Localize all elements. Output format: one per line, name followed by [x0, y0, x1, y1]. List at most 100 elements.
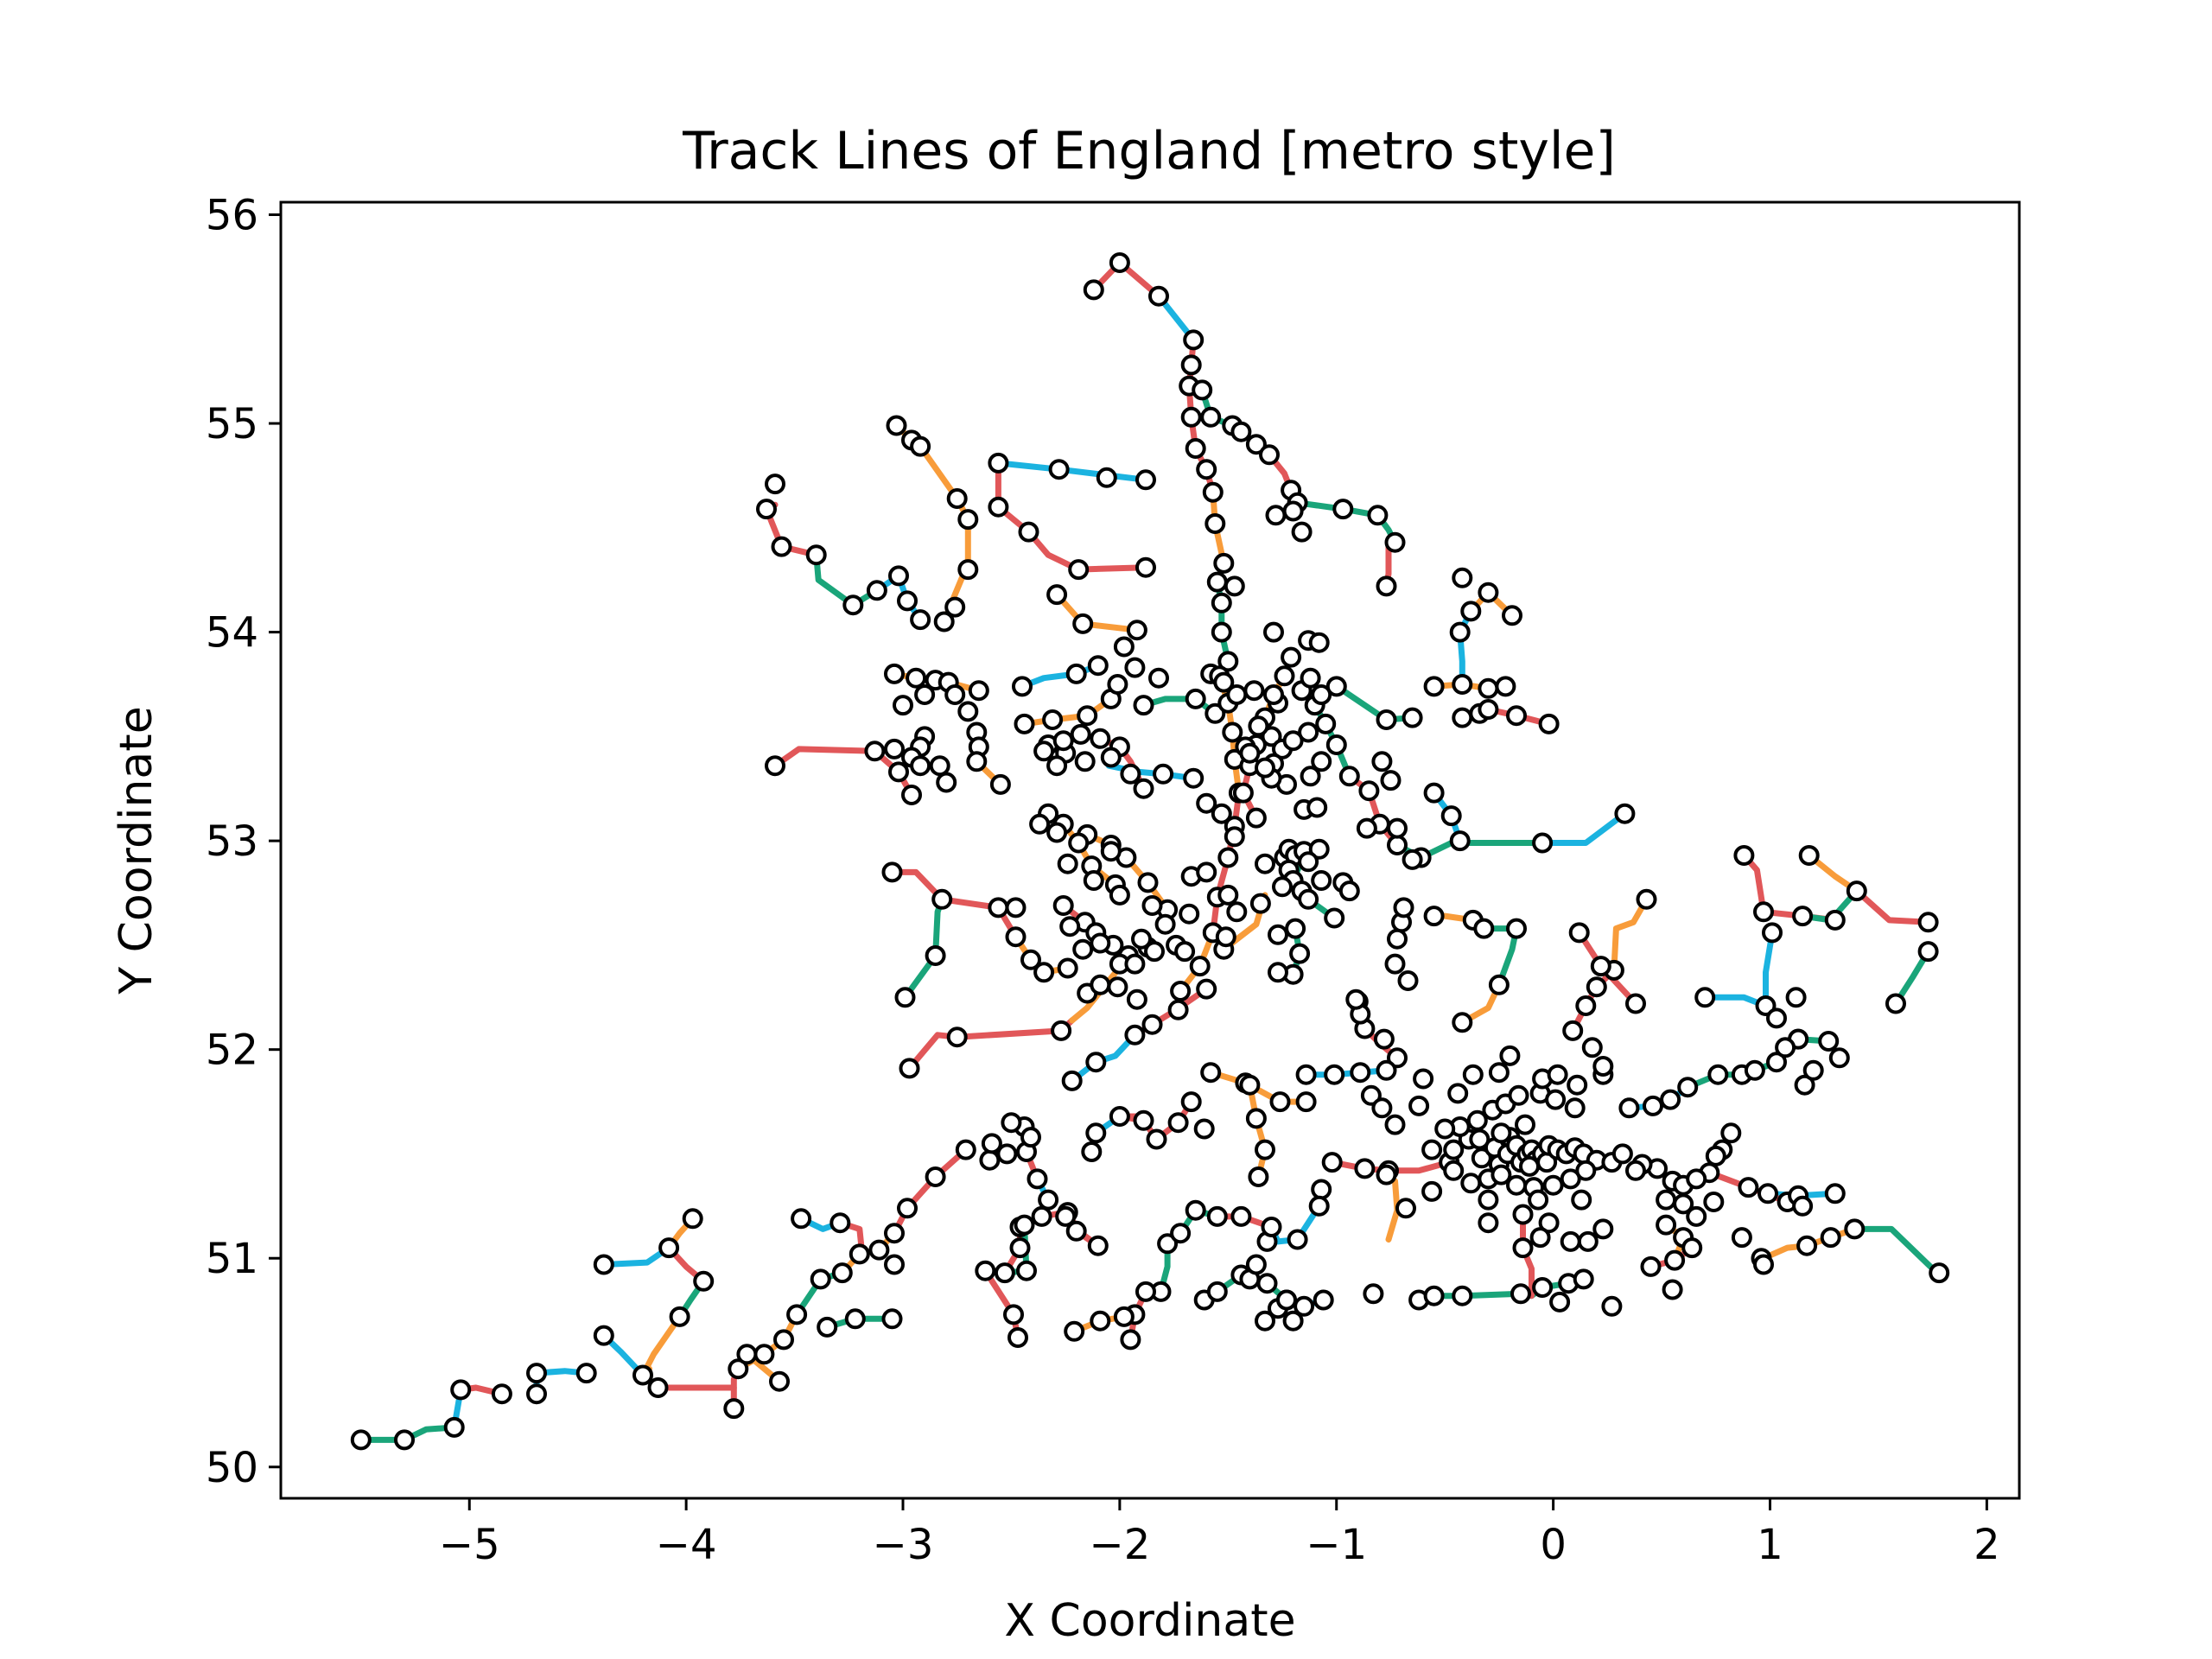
- station-marker: [1124, 657, 1146, 678]
- x-tick-label: 1: [1757, 1521, 1783, 1569]
- station-marker: [1720, 1122, 1742, 1144]
- station-marker: [1248, 1166, 1269, 1187]
- station-marker: [1384, 1114, 1406, 1135]
- station-marker: [1324, 1064, 1345, 1085]
- station-marker: [1332, 499, 1354, 520]
- x-tick-label: 0: [1540, 1521, 1567, 1569]
- station-marker: [1395, 1198, 1416, 1219]
- station-marker: [1567, 1074, 1588, 1096]
- station-marker: [1183, 767, 1205, 789]
- station-marker: [1189, 956, 1211, 977]
- station-marker: [1338, 880, 1360, 902]
- station-marker: [1592, 1056, 1614, 1077]
- station-marker: [1707, 1064, 1729, 1085]
- station-marker: [756, 499, 777, 520]
- station-marker: [1100, 747, 1122, 768]
- station-marker: [1226, 684, 1248, 705]
- station-marker: [884, 738, 905, 760]
- station-marker: [1338, 766, 1360, 787]
- station-marker: [1495, 676, 1516, 697]
- station-marker: [1206, 1281, 1228, 1302]
- station-marker: [1217, 847, 1239, 868]
- station-marker: [1224, 575, 1245, 597]
- station-marker: [1387, 835, 1408, 855]
- station-marker: [1387, 817, 1408, 839]
- station-marker: [1205, 702, 1226, 724]
- station-marker: [893, 695, 913, 716]
- station-marker: [1636, 888, 1657, 910]
- station-marker: [1744, 1059, 1765, 1081]
- station-marker: [1018, 521, 1039, 543]
- station-marker: [1295, 1064, 1317, 1085]
- station-marker: [881, 1308, 903, 1330]
- station-marker: [1885, 993, 1906, 1014]
- station-marker: [1243, 680, 1265, 702]
- y-tick-label: 53: [206, 817, 258, 866]
- track-line-segment: [1457, 607, 1474, 688]
- station-marker: [1042, 709, 1064, 730]
- station-marker: [1196, 459, 1217, 480]
- station-marker: [1590, 956, 1611, 977]
- track-line-segment: [1480, 925, 1520, 988]
- station-marker: [1758, 1183, 1778, 1205]
- station-marker: [1828, 1047, 1850, 1069]
- station-marker: [901, 785, 922, 805]
- station-marker: [1057, 957, 1078, 979]
- station-marker: [886, 415, 907, 436]
- station-marker: [1519, 1155, 1540, 1177]
- station-marker: [1387, 1047, 1408, 1069]
- station-marker: [1325, 734, 1347, 755]
- station-marker: [773, 1329, 794, 1351]
- station-marker: [1384, 953, 1406, 975]
- station-marker: [1265, 505, 1287, 526]
- station-marker: [1380, 770, 1402, 791]
- station-marker: [1384, 531, 1406, 553]
- station-marker: [1371, 1097, 1393, 1119]
- track-line-segment: [1207, 1069, 1310, 1105]
- station-marker: [1268, 924, 1288, 945]
- station-marker: [1478, 1212, 1499, 1234]
- station-marker: [1611, 1143, 1633, 1165]
- station-marker: [1196, 861, 1217, 883]
- station-marker: [1471, 1147, 1492, 1169]
- station-marker: [1423, 1285, 1445, 1306]
- station-marker: [1917, 912, 1939, 933]
- station-marker: [1057, 853, 1078, 874]
- station-marker: [1276, 1289, 1297, 1311]
- station-marker: [1308, 838, 1330, 860]
- station-marker: [1376, 575, 1397, 597]
- station-marker: [1282, 730, 1304, 752]
- station-marker: [1345, 988, 1367, 1010]
- station-marker: [1766, 1052, 1787, 1073]
- y-tick-label: 54: [206, 609, 258, 658]
- station-marker: [1677, 1077, 1699, 1098]
- station-marker: [1046, 822, 1068, 843]
- track-line-segment: [995, 460, 1149, 483]
- station-marker: [1245, 434, 1267, 455]
- station-marker: [1064, 1320, 1085, 1342]
- station-marker: [1065, 1220, 1087, 1242]
- station-marker: [753, 1344, 775, 1365]
- y-tick-label: 52: [206, 1027, 258, 1075]
- station-marker: [1263, 621, 1284, 643]
- station-marker: [1491, 1164, 1512, 1185]
- station-marker: [1090, 974, 1111, 995]
- station-marker: [647, 1377, 669, 1398]
- station-marker: [1068, 559, 1090, 581]
- station-marker: [1020, 1127, 1041, 1148]
- station-marker: [1255, 757, 1275, 779]
- station-marker: [1295, 1091, 1317, 1113]
- station-marker: [1499, 1045, 1521, 1066]
- station-marker: [1261, 1217, 1282, 1237]
- station-marker: [957, 559, 979, 581]
- x-axis-title: X Coordinate: [1004, 1595, 1295, 1647]
- track-line-segment: [813, 551, 880, 608]
- track-line-segment: [874, 572, 924, 623]
- station-marker: [728, 1358, 749, 1380]
- station-marker: [1085, 1052, 1107, 1073]
- station-marker: [1052, 895, 1074, 916]
- station-marker: [1462, 1064, 1484, 1085]
- station-marker: [1287, 1229, 1308, 1250]
- station-marker: [1070, 723, 1091, 745]
- station-marker: [1248, 715, 1269, 737]
